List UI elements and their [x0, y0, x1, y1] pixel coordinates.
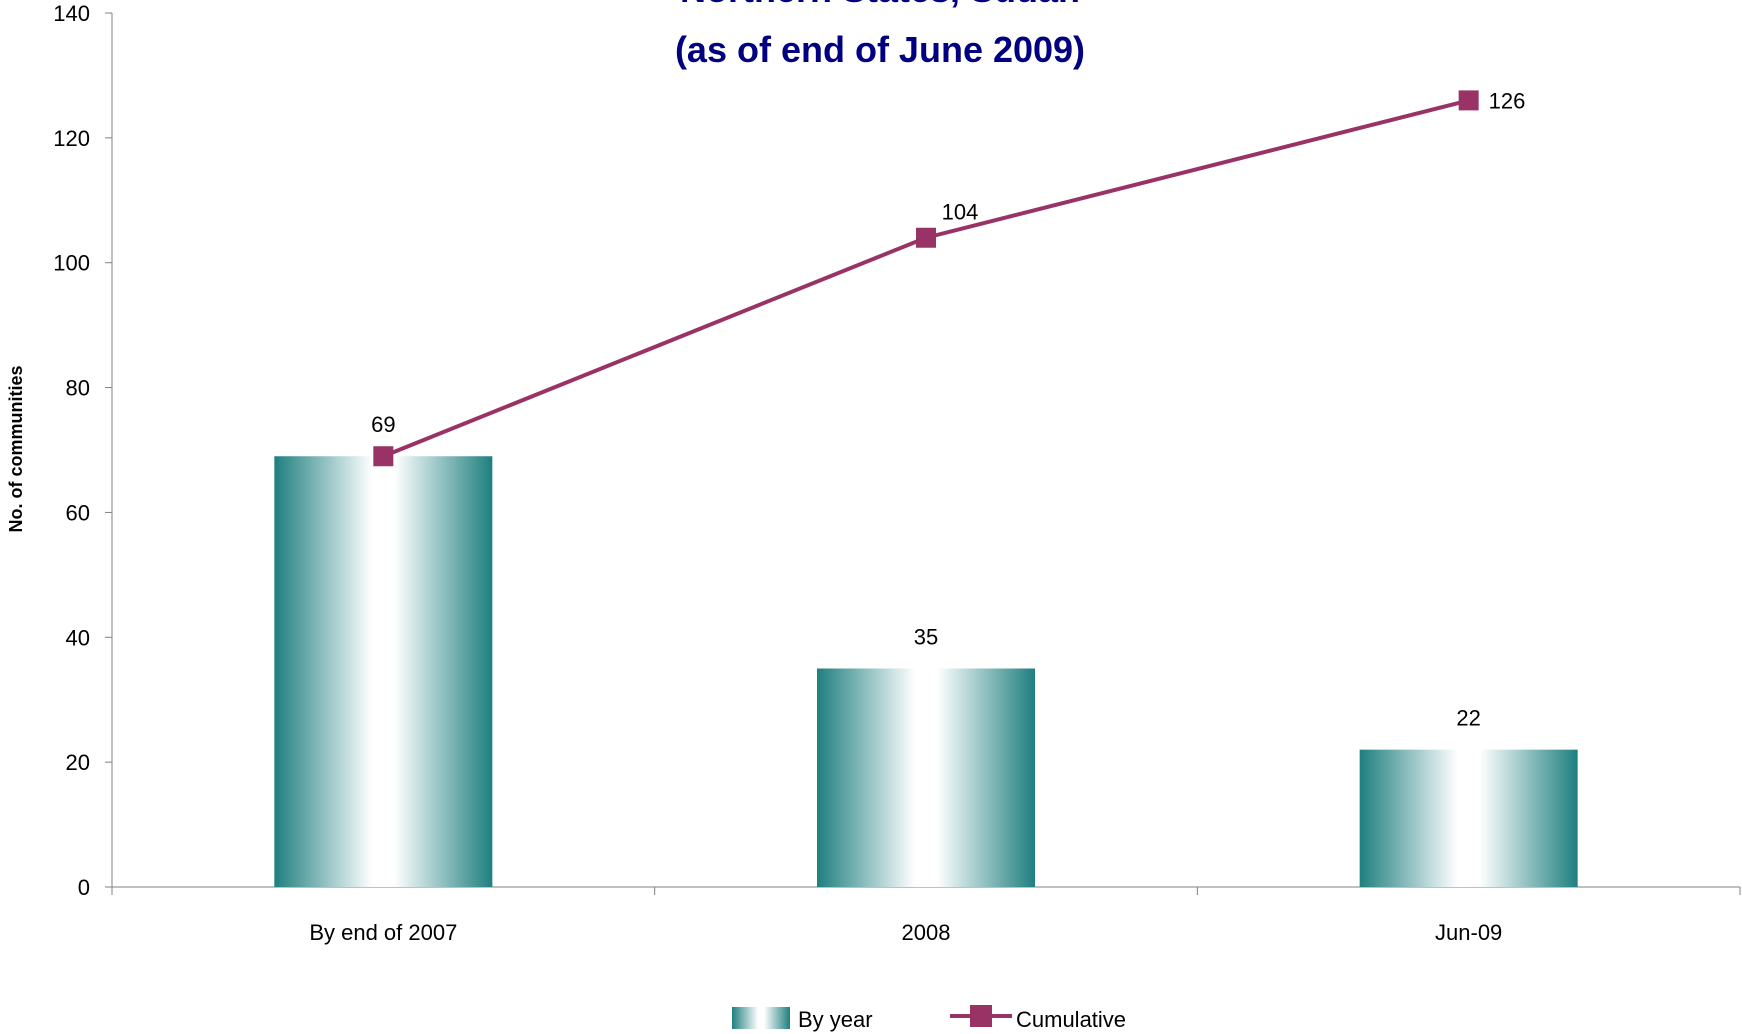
cumulative-marker	[916, 227, 936, 248]
bar	[1359, 749, 1578, 887]
y-tick-label: 40	[66, 625, 90, 650]
cumulative-marker	[1458, 90, 1479, 111]
x-axis: By end of 2007 2008 Jun-09	[111, 886, 1741, 945]
legend: By year Cumulative	[732, 1005, 1126, 1032]
y-tick-label: 80	[66, 376, 90, 401]
chart-title: Northern States, Sudan (as of end of Jun…	[675, 0, 1085, 70]
y-axis-title: No. of communities	[6, 365, 26, 532]
bar-series	[274, 456, 1578, 887]
chart-title-line-2: (as of end of June 2009)	[675, 29, 1085, 70]
legend-label-cumulative: Cumulative	[1016, 1007, 1126, 1032]
y-tick-label: 0	[78, 875, 90, 900]
chart-title-line-1: Northern States, Sudan	[680, 0, 1080, 10]
y-tick-label: 20	[66, 750, 90, 775]
cumulative-value-label: 69	[371, 412, 395, 437]
legend-label-by-year: By year	[798, 1007, 873, 1032]
bar-value-label: 35	[914, 625, 938, 650]
line-series	[373, 90, 1479, 467]
legend-marker-cumulative	[970, 1005, 992, 1027]
data-labels: 35 22 69 104 126	[371, 88, 1525, 730]
cumulative-line	[382, 98, 1470, 459]
cumulative-value-label: 126	[1489, 88, 1526, 113]
cumulative-marker	[373, 446, 394, 467]
y-tick-label: 60	[66, 500, 90, 525]
legend-swatch-by-year	[732, 1007, 790, 1029]
x-tick-label: Jun-09	[1435, 920, 1502, 945]
bar	[274, 456, 493, 887]
cumulative-value-label: 104	[942, 200, 979, 225]
bar	[817, 668, 1035, 887]
y-tick-label: 120	[53, 126, 90, 151]
y-axis: 0 20 40 60 80 100 120 140	[53, 1, 113, 900]
x-tick-label: 2008	[902, 920, 951, 945]
x-tick-label: By end of 2007	[309, 920, 457, 945]
y-tick-label: 100	[53, 251, 90, 276]
y-tick-label: 140	[53, 1, 90, 26]
bar-value-label: 22	[1456, 706, 1480, 731]
